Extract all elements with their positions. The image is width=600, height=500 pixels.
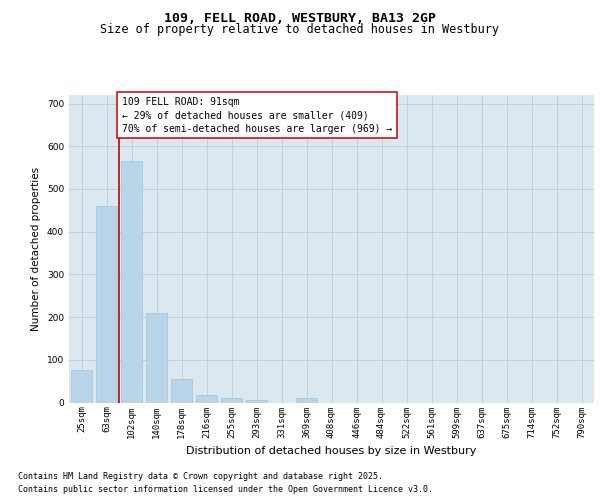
Bar [246, 400, 267, 402]
Bar [171, 379, 192, 402]
Text: Size of property relative to detached houses in Westbury: Size of property relative to detached ho… [101, 24, 499, 36]
Y-axis label: Number of detached properties: Number of detached properties [31, 166, 41, 331]
Bar [71, 370, 92, 402]
Text: 109 FELL ROAD: 91sqm
← 29% of detached houses are smaller (409)
70% of semi-deta: 109 FELL ROAD: 91sqm ← 29% of detached h… [121, 97, 392, 134]
Bar [296, 398, 317, 402]
Bar [121, 161, 142, 402]
Text: 109, FELL ROAD, WESTBURY, BA13 2GP: 109, FELL ROAD, WESTBURY, BA13 2GP [164, 12, 436, 26]
X-axis label: Distribution of detached houses by size in Westbury: Distribution of detached houses by size … [187, 446, 476, 456]
Bar [221, 398, 242, 402]
Text: Contains public sector information licensed under the Open Government Licence v3: Contains public sector information licen… [18, 484, 433, 494]
Bar [96, 206, 117, 402]
Bar [196, 395, 217, 402]
Bar [146, 313, 167, 402]
Text: Contains HM Land Registry data © Crown copyright and database right 2025.: Contains HM Land Registry data © Crown c… [18, 472, 383, 481]
